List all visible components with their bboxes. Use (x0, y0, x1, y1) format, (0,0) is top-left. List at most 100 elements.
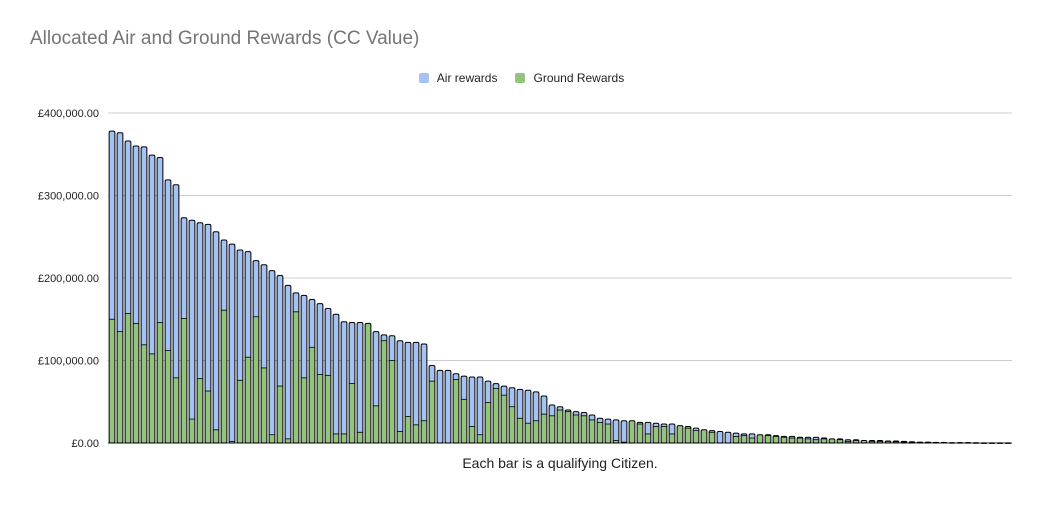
bar-air-21 (277, 275, 283, 387)
bar-air-69 (661, 424, 667, 427)
bar-outline-85 (788, 435, 796, 444)
bar-ground-55 (549, 415, 555, 443)
bar-ground-9 (181, 318, 187, 443)
bar-outline-49 (500, 385, 508, 444)
bar-ground-78 (733, 436, 739, 443)
bar-ground-25 (309, 347, 315, 443)
bar-outline-103 (932, 441, 940, 444)
bar-ground-53 (533, 420, 539, 443)
bar-air-35 (389, 335, 395, 361)
bar-air-49 (501, 386, 507, 396)
bar-outline-64 (620, 420, 628, 444)
bar-outline-71 (676, 425, 684, 444)
bar-air-14 (221, 240, 227, 311)
bar-outline-101 (916, 441, 924, 444)
bar-air-54 (541, 395, 547, 415)
bar-outline-67 (644, 421, 652, 444)
bar-outline-97 (884, 440, 892, 444)
bar-ground-48 (493, 388, 499, 443)
legend-item-air[interactable]: Air rewards (418, 71, 497, 85)
bar-outline-53 (532, 391, 540, 444)
bar-outline-66 (636, 421, 644, 444)
bar-outline-86 (796, 436, 804, 444)
bar-outline-70 (668, 423, 676, 444)
bar-air-73 (693, 428, 699, 431)
bar-ground-71 (677, 425, 683, 443)
bar-outline-33 (372, 331, 380, 444)
bar-air-36 (397, 340, 403, 432)
bar-air-0 (109, 131, 115, 320)
bar-outline-4 (140, 146, 148, 444)
bar-air-67 (645, 422, 651, 434)
bar-outline-46 (476, 376, 484, 444)
bar-ground-15 (229, 441, 235, 443)
bar-outline-92 (844, 439, 852, 444)
bar-outline-61 (596, 417, 604, 444)
bar-outline-0 (108, 130, 116, 444)
bar-ground-27 (325, 375, 331, 443)
bar-outline-50 (508, 387, 516, 444)
bar-air-70 (669, 424, 675, 434)
legend-swatch-air (418, 73, 429, 83)
bar-ground-44 (461, 399, 467, 443)
bar-outline-32 (364, 322, 372, 444)
bar-ground-16 (237, 380, 243, 443)
bar-air-55 (549, 405, 555, 416)
bar-outline-108 (972, 442, 980, 444)
bar-air-44 (461, 376, 467, 400)
bar-ground-90 (829, 438, 835, 443)
bar-ground-74 (701, 429, 707, 443)
bar-ground-7 (165, 350, 171, 443)
bar-ground-56 (557, 410, 563, 443)
bar-outline-6 (156, 157, 164, 444)
bar-ground-83 (773, 436, 779, 443)
bar-air-22 (285, 285, 291, 439)
bar-outline-56 (556, 406, 564, 444)
bar-ground-10 (189, 419, 195, 443)
bar-ground-38 (413, 424, 419, 443)
bar-outline-3 (132, 145, 140, 444)
bar-outline-41 (436, 369, 444, 444)
bar-outline-93 (852, 439, 860, 444)
bar-air-85 (789, 436, 795, 439)
bar-air-18 (253, 260, 259, 317)
bar-outline-110 (988, 442, 996, 444)
bar-ground-45 (469, 426, 475, 443)
bar-ground-19 (261, 367, 267, 443)
bar-outline-68 (652, 422, 660, 444)
bar-ground-65 (629, 420, 635, 443)
bar-outline-79 (740, 433, 748, 444)
bar-ground-12 (205, 391, 211, 443)
bar-ground-28 (333, 433, 339, 443)
bar-outline-36 (396, 340, 404, 444)
bar-ground-4 (141, 344, 147, 443)
bar-outline-109 (980, 442, 988, 444)
bar-outline-73 (692, 427, 700, 444)
bar-ground-23 (293, 311, 299, 443)
bar-air-68 (653, 423, 659, 427)
bar-air-42 (445, 370, 451, 443)
bar-air-62 (605, 419, 611, 425)
bar-air-17 (245, 251, 251, 358)
bar-outline-76 (716, 430, 724, 444)
bar-air-26 (317, 303, 323, 375)
bar-ground-87 (805, 438, 811, 443)
bar-outline-94 (860, 440, 868, 444)
bar-outline-74 (700, 429, 708, 444)
legend-item-ground[interactable]: Ground Rewards (515, 71, 624, 85)
bar-air-25 (309, 299, 315, 348)
bar-ground-85 (789, 438, 795, 443)
bar-air-72 (685, 426, 691, 429)
bar-ground-49 (501, 395, 507, 443)
bar-air-8 (173, 184, 179, 378)
bar-outline-77 (724, 431, 732, 444)
bar-air-9 (181, 217, 187, 319)
bar-outline-82 (764, 434, 772, 444)
bar-air-5 (149, 155, 155, 354)
bar-air-87 (805, 437, 811, 439)
bar-ground-88 (813, 439, 819, 443)
bar-air-50 (509, 387, 515, 407)
bar-outline-29 (340, 321, 348, 444)
bar-outline-19 (260, 264, 268, 444)
bar-outline-90 (828, 438, 836, 444)
